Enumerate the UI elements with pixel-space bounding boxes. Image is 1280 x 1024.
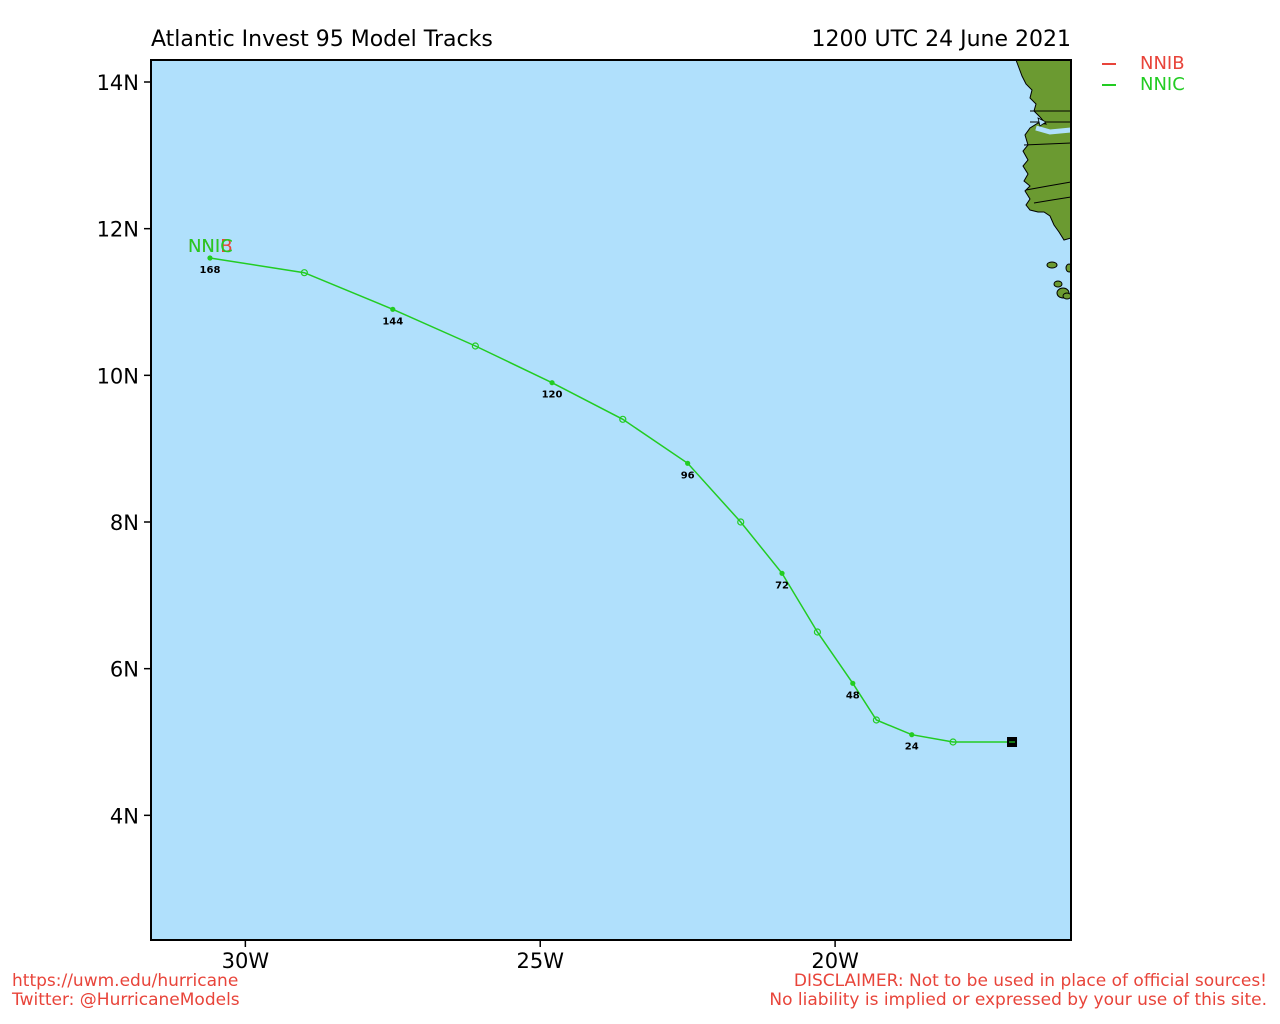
track-point-12h xyxy=(949,738,957,746)
track-point-48h xyxy=(850,680,856,686)
map-datetime: 1200 UTC 24 June 2021 xyxy=(811,27,1071,52)
track-line-nnic xyxy=(209,257,1012,743)
lat-tick-label-8N: 8N xyxy=(110,511,139,535)
coastline-land xyxy=(1015,60,1071,300)
legend-label-nnib: NNIB xyxy=(1140,53,1185,74)
track-point-24h xyxy=(909,732,915,738)
land-border-3 xyxy=(1023,142,1071,146)
gambia-river xyxy=(1035,125,1071,135)
twitter-handle[interactable]: Twitter: @HurricaneModels xyxy=(12,990,240,1010)
lat-tick-label-4N: 4N xyxy=(110,804,139,828)
lon-tick-label-25W: 25W xyxy=(516,949,564,973)
hour-label-48: 48 xyxy=(846,690,860,701)
track-point-60h xyxy=(813,628,822,636)
island-4 xyxy=(1065,263,1071,273)
model-tracks xyxy=(207,255,1012,746)
hour-label-96: 96 xyxy=(681,470,695,481)
track-point-108h xyxy=(619,415,627,423)
lagoon-1 xyxy=(1037,117,1047,127)
land-guinea-coast xyxy=(1015,60,1071,241)
track-point-36h xyxy=(872,716,880,724)
lat-tick-label-14N: 14N xyxy=(97,71,139,95)
ocean-background xyxy=(151,60,1071,940)
footer-links: https://uwm.edu/hurricane Twitter: @Hurr… xyxy=(12,972,240,1010)
legend-item-nnib: NNIB xyxy=(1102,53,1185,74)
island-1 xyxy=(1046,261,1058,269)
hour-label-24: 24 xyxy=(905,742,919,753)
track-point-72h xyxy=(779,570,785,576)
lat-tick-label-6N: 6N xyxy=(110,658,139,682)
legend-item-nnic: NNIC xyxy=(1102,74,1185,95)
track-point-120h xyxy=(549,380,555,386)
track-point-84h xyxy=(737,518,745,526)
map-frame xyxy=(150,59,1072,941)
disclaimer: DISCLAIMER: Not to be used in place of o… xyxy=(769,972,1267,1010)
track-point-156h xyxy=(300,269,308,277)
legend-swatch-nnib xyxy=(1102,62,1116,65)
axis-ticks: 30W 25W 20W 4N 6N 8N 10N 12N 14N xyxy=(97,71,860,973)
map-title: Atlantic Invest 95 Model Tracks xyxy=(151,27,493,52)
end-label-nnib: NNIB xyxy=(188,236,233,257)
lon-tick-label-30W: 30W xyxy=(222,949,270,973)
track-point-96h xyxy=(685,460,691,466)
legend-swatch-nnic xyxy=(1102,83,1116,86)
island-5 xyxy=(1062,292,1071,300)
disclaimer-line-1: DISCLAIMER: Not to be used in place of o… xyxy=(793,971,1267,991)
lat-tick-label-12N: 12N xyxy=(97,218,139,242)
lat-tick-label-10N: 10N xyxy=(97,364,139,388)
land-border-5 xyxy=(1033,196,1071,204)
hour-label-144: 144 xyxy=(382,316,403,327)
legend-label-nnic: NNIC xyxy=(1140,74,1185,95)
legend: NNIB NNIC xyxy=(1102,53,1185,95)
hour-label-168: 168 xyxy=(200,265,221,276)
hour-label-72: 72 xyxy=(775,580,789,591)
hour-label-120: 120 xyxy=(542,390,563,401)
track-point-168h xyxy=(207,255,213,261)
track-point-144h xyxy=(390,306,396,312)
land-border-4 xyxy=(1025,181,1071,191)
lon-tick-label-20W: 20W xyxy=(811,949,859,973)
island-2 xyxy=(1053,280,1063,288)
track-point-132h xyxy=(471,342,479,350)
website-link[interactable]: https://uwm.edu/hurricane xyxy=(12,971,239,991)
end-label-nnic: NNIC xyxy=(188,236,233,257)
disclaimer-line-2: No liability is implied or expressed by … xyxy=(769,990,1267,1010)
